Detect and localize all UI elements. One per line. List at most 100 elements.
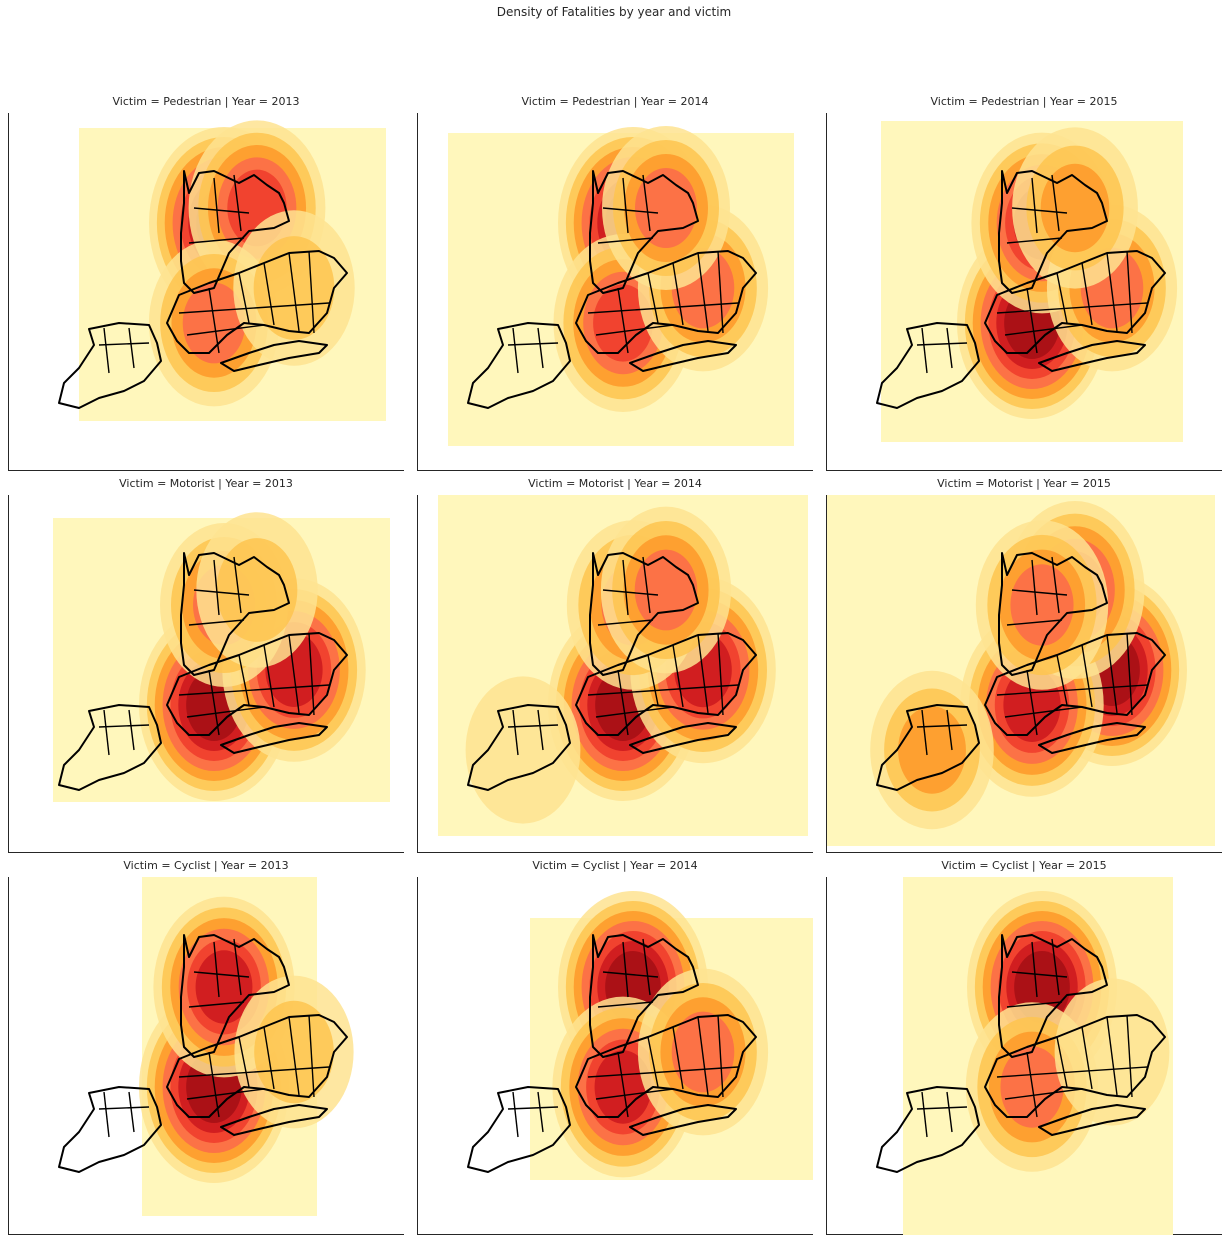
district-boundary: [602, 589, 659, 596]
borough-outline: [589, 170, 699, 294]
borough-outline: [589, 552, 699, 676]
district-boundary: [512, 327, 519, 374]
borough-outline: [180, 934, 290, 1058]
district-boundary: [103, 1091, 110, 1138]
district-boundary: [98, 342, 150, 346]
district-boundary: [308, 632, 315, 716]
borough-outline: [1038, 722, 1146, 754]
district-boundary: [595, 324, 674, 336]
facet-axes: [826, 113, 1222, 471]
district-boundary: [128, 327, 135, 369]
district-boundary: [1004, 706, 1083, 718]
borough-outline: [984, 1014, 1166, 1118]
district-boundary: [1126, 1014, 1133, 1098]
district-boundary: [996, 1066, 1148, 1078]
district-boundary: [537, 1091, 544, 1133]
district-boundary: [1006, 1001, 1063, 1008]
facet: Victim = Pedestrian | Year = 2015: [826, 95, 1222, 471]
facet-axes: [826, 495, 1222, 853]
district-boundary: [622, 941, 629, 998]
district-boundary: [617, 287, 629, 354]
district-boundary: [263, 1026, 275, 1090]
district-boundary: [1026, 287, 1038, 354]
borough-outline: [876, 1086, 980, 1173]
density-map: [53, 512, 390, 802]
district-boundary: [642, 556, 651, 614]
district-boundary: [622, 559, 629, 616]
facet-axes: [8, 495, 404, 853]
district-boundary: [308, 1014, 315, 1098]
district-boundary: [595, 1088, 674, 1100]
district-boundary: [946, 709, 953, 751]
facet-axes: [8, 877, 404, 1235]
borough-outline: [1038, 340, 1146, 372]
district-boundary: [672, 1026, 684, 1090]
borough-outline: [467, 704, 571, 791]
district-boundary: [308, 250, 315, 334]
district-boundary: [642, 174, 651, 232]
facet: Victim = Motorist | Year = 2015: [826, 477, 1222, 853]
district-boundary: [98, 1106, 150, 1110]
facet: Victim = Pedestrian | Year = 2013: [8, 95, 404, 471]
district-boundary: [1051, 174, 1060, 232]
district-boundary: [128, 1091, 135, 1133]
district-boundary: [128, 709, 135, 751]
district-boundary: [1026, 1051, 1038, 1118]
borough-outline: [984, 632, 1166, 736]
district-boundary: [507, 342, 559, 346]
district-boundary: [1081, 644, 1093, 708]
district-boundary: [916, 724, 968, 728]
facet-axes: [417, 113, 813, 471]
district-boundary: [208, 669, 220, 736]
district-boundary: [647, 654, 659, 706]
borough-outline: [180, 170, 290, 294]
district-boundary: [1051, 556, 1060, 614]
district-boundary: [647, 272, 659, 324]
borough-outline: [589, 934, 699, 1058]
district-boundary: [1081, 1026, 1093, 1090]
district-boundary: [1051, 938, 1060, 996]
district-boundary: [1006, 237, 1063, 244]
facet: Victim = Motorist | Year = 2013: [8, 477, 404, 853]
district-boundary: [1081, 262, 1093, 326]
district-boundary: [208, 287, 220, 354]
facet-title: Victim = Cyclist | Year = 2014: [532, 859, 698, 872]
district-boundary: [213, 559, 220, 616]
district-boundary: [602, 971, 659, 978]
density-map: [58, 877, 354, 1216]
district-boundary: [288, 1016, 300, 1096]
district-boundary: [921, 327, 928, 374]
district-boundary: [233, 174, 242, 232]
district-boundary: [996, 302, 1148, 314]
borough-outline: [58, 322, 162, 409]
district-boundary: [697, 252, 709, 332]
district-boundary: [188, 619, 245, 626]
density-contour: [1010, 564, 1074, 646]
facet-title: Victim = Pedestrian | Year = 2015: [930, 95, 1118, 108]
district-boundary: [1004, 324, 1083, 336]
figure-title: Density of Fatalities by year and victim: [496, 5, 732, 19]
density-map: [827, 495, 1215, 846]
district-boundary: [717, 632, 724, 716]
borough-outline: [876, 322, 980, 409]
facet-title: Victim = Motorist | Year = 2013: [119, 477, 293, 490]
density-contour: [898, 706, 966, 794]
district-boundary: [622, 177, 629, 234]
district-boundary: [238, 654, 250, 706]
district-boundary: [512, 709, 519, 756]
district-boundary: [1106, 1016, 1118, 1096]
borough-outline: [629, 722, 737, 754]
facet-title: Victim = Motorist | Year = 2014: [528, 477, 702, 490]
district-boundary: [512, 1091, 519, 1138]
facet: Victim = Cyclist | Year = 2013: [8, 859, 404, 1235]
district-boundary: [916, 1106, 968, 1110]
facet: Victim = Pedestrian | Year = 2014: [417, 95, 813, 471]
district-boundary: [263, 644, 275, 708]
facet-title: Victim = Cyclist | Year = 2013: [123, 859, 289, 872]
district-boundary: [642, 938, 651, 996]
facet: Victim = Cyclist | Year = 2014: [417, 859, 813, 1235]
district-boundary: [717, 1014, 724, 1098]
district-boundary: [263, 262, 275, 326]
borough-outline: [166, 1014, 348, 1118]
district-boundary: [946, 1091, 953, 1133]
